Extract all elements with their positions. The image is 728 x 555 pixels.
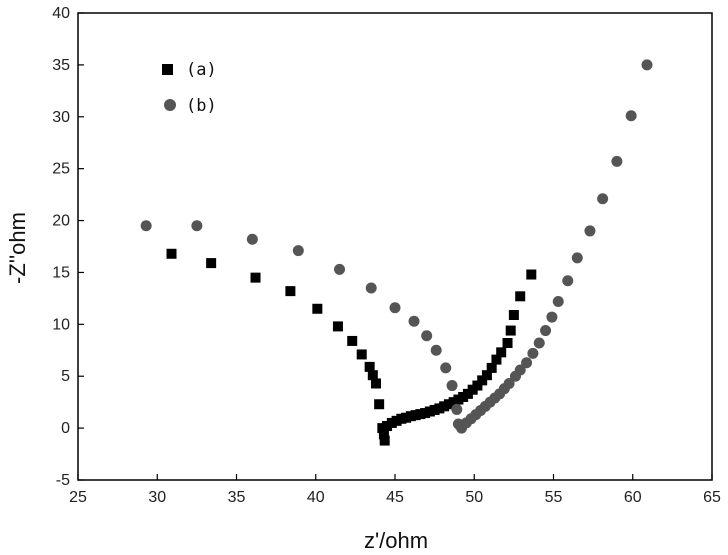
data-point-b xyxy=(389,302,401,314)
data-point-b xyxy=(533,337,545,349)
x-tick-label: 30 xyxy=(148,489,166,506)
x-tick-label: 25 xyxy=(69,489,87,506)
data-point-b xyxy=(334,263,346,275)
y-axis-ticks: -5 0 5 10 15 20 25 30 35 40 xyxy=(52,5,84,489)
data-point-a xyxy=(515,291,526,302)
legend: (a) (b) xyxy=(162,60,217,116)
data-point-b xyxy=(546,311,558,323)
legend-label-a: (a) xyxy=(186,60,217,80)
data-point-b xyxy=(246,233,258,245)
x-tick-label: 40 xyxy=(307,489,325,506)
data-point-a xyxy=(378,429,389,440)
data-point-a xyxy=(486,362,497,373)
legend-marker-a xyxy=(162,64,173,75)
data-point-b xyxy=(641,59,653,71)
x-axis-ticks: 25 30 35 40 45 50 55 60 65 xyxy=(69,474,721,506)
y-tick-label: 25 xyxy=(52,161,70,178)
y-axis-label: -Z''ohm xyxy=(5,212,30,284)
data-point-b xyxy=(514,364,526,376)
data-point-a xyxy=(206,258,217,269)
data-point-a xyxy=(481,370,492,381)
data-point-b xyxy=(527,347,539,359)
legend-label-b: (b) xyxy=(186,96,217,116)
data-point-b xyxy=(540,325,552,337)
data-point-a xyxy=(166,248,177,259)
data-point-a xyxy=(347,335,358,346)
data-point-b xyxy=(421,330,433,342)
data-point-a xyxy=(364,361,375,372)
data-point-b xyxy=(562,275,574,287)
data-point-a xyxy=(312,303,323,314)
data-point-a xyxy=(250,272,261,283)
data-point-b xyxy=(611,155,623,167)
data-point-b xyxy=(521,357,533,369)
data-point-b xyxy=(365,282,377,294)
data-point-b xyxy=(408,315,420,327)
x-tick-label: 45 xyxy=(386,489,404,506)
data-point-b xyxy=(430,344,442,356)
data-point-a xyxy=(477,375,488,386)
y-tick-label: 30 xyxy=(52,109,70,126)
y-tick-label: 10 xyxy=(52,316,70,333)
x-tick-label: 60 xyxy=(624,489,642,506)
data-point-a xyxy=(472,380,483,391)
data-point-a xyxy=(285,286,296,297)
data-point-b xyxy=(597,193,609,205)
y-tick-label: 20 xyxy=(52,213,70,230)
data-point-b xyxy=(451,403,463,415)
series-b xyxy=(140,59,653,434)
data-point-b xyxy=(625,110,637,122)
y-tick-label: 15 xyxy=(52,264,70,281)
data-point-b xyxy=(446,380,458,392)
y-tick-label: 40 xyxy=(52,5,70,22)
data-point-b xyxy=(440,362,452,374)
x-tick-label: 35 xyxy=(228,489,246,506)
series-layer xyxy=(140,59,653,446)
data-point-b xyxy=(571,252,583,264)
x-tick-label: 55 xyxy=(545,489,563,506)
data-point-b xyxy=(584,225,596,237)
data-point-b xyxy=(140,220,152,232)
y-tick-label: 35 xyxy=(52,57,70,74)
data-point-b xyxy=(292,245,304,257)
data-point-a xyxy=(502,338,513,349)
y-tick-label: 0 xyxy=(61,420,70,437)
x-axis-label: z'/ohm xyxy=(364,528,428,553)
data-point-a xyxy=(374,399,385,410)
data-point-a xyxy=(370,378,381,389)
data-point-b xyxy=(552,296,564,308)
x-tick-label: 50 xyxy=(465,489,483,506)
data-point-b xyxy=(503,377,515,389)
data-point-a xyxy=(491,354,502,365)
plot-frame xyxy=(77,12,713,481)
data-point-a xyxy=(508,309,519,320)
data-point-a xyxy=(496,347,507,358)
series-a xyxy=(166,248,537,446)
data-point-a xyxy=(505,325,516,336)
y-tick-label: 5 xyxy=(61,368,70,385)
y-tick-label: -5 xyxy=(56,472,70,489)
legend-marker-b xyxy=(164,99,176,111)
data-point-a xyxy=(379,435,390,446)
x-tick-label: 65 xyxy=(703,489,721,506)
data-point-a xyxy=(367,370,378,381)
data-point-b xyxy=(191,220,203,232)
data-point-a xyxy=(526,269,537,280)
data-point-a xyxy=(356,349,367,360)
data-point-a xyxy=(332,321,343,332)
